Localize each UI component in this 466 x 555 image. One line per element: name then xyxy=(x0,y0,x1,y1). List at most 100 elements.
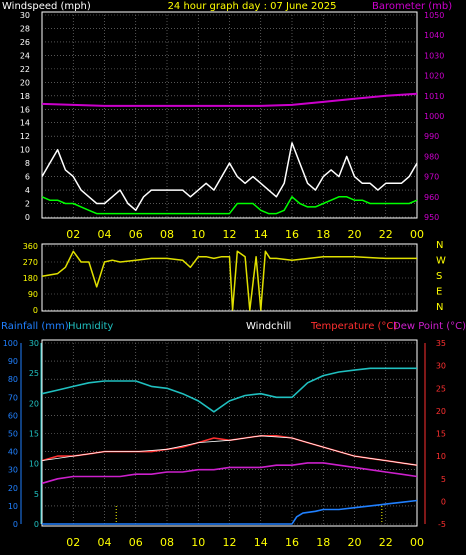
temp-x-tick-20: 20 xyxy=(348,536,362,549)
wind-y-tick-4: 4 xyxy=(25,186,30,195)
wind-y-tick-18: 18 xyxy=(20,92,30,101)
rain-y-tick-0: 0 xyxy=(13,520,18,529)
temp-y-tick-15: 15 xyxy=(436,430,446,439)
baro-y-tick-1020: 1020 xyxy=(424,72,444,81)
wind-y-tick-6: 6 xyxy=(25,173,30,182)
dir-compass-1: W xyxy=(436,256,446,267)
temp-panel-frame xyxy=(41,339,418,527)
temp-y-tick-25: 25 xyxy=(436,384,446,393)
wind-barometer-chart: 0246810121416182022242628309509609709809… xyxy=(20,11,445,241)
baro-y-tick-970: 970 xyxy=(424,173,439,182)
rain-y-tick-10: 10 xyxy=(8,502,18,511)
temp-x-tick-06: 06 xyxy=(129,536,143,549)
rain-y-tick-60: 60 xyxy=(8,411,18,420)
hum-y-tick-15: 15 xyxy=(29,430,39,439)
temp-x-tick-04: 04 xyxy=(98,536,112,549)
wind-y-tick-28: 28 xyxy=(20,24,30,33)
temperature-label: Temperature (°C) xyxy=(310,321,397,332)
rain-y-tick-20: 20 xyxy=(8,484,18,493)
series-barometer-line xyxy=(41,92,418,107)
direction-panel-frame xyxy=(41,243,418,312)
baro-y-tick-1050: 1050 xyxy=(424,11,444,20)
wind-y-tick-20: 20 xyxy=(20,78,30,87)
wind-x-tick-18: 18 xyxy=(316,228,330,241)
wind-y-tick-26: 26 xyxy=(20,38,30,47)
series-gust-line xyxy=(41,142,418,212)
hum-y-tick-30: 30 xyxy=(29,339,39,348)
wind-y-tick-22: 22 xyxy=(20,65,30,74)
temp-x-tick-14: 14 xyxy=(254,536,268,549)
wind-x-tick-22: 22 xyxy=(379,228,393,241)
rain-y-tick-40: 40 xyxy=(8,448,18,457)
baro-y-tick-990: 990 xyxy=(424,132,439,141)
wind-x-tick-10: 10 xyxy=(191,228,205,241)
baro-y-tick-980: 980 xyxy=(424,152,439,161)
wind-x-tick-08: 08 xyxy=(160,228,174,241)
series-avg-line xyxy=(41,196,418,215)
graph-title: 24 hour graph day : 07 June 2025 xyxy=(168,1,337,12)
temp-y-tick-0: 0 xyxy=(441,497,446,506)
rain-y-tick-30: 30 xyxy=(8,466,18,475)
wind-panel-frame xyxy=(41,11,418,219)
hum-y-tick-10: 10 xyxy=(29,460,39,469)
hum-y-tick-0: 0 xyxy=(34,520,39,529)
series-dewpoint-line xyxy=(41,462,418,485)
temp-y-tick-10: 10 xyxy=(436,452,446,461)
rain-y-tick-90: 90 xyxy=(8,357,18,366)
temp-x-tick-10: 10 xyxy=(191,536,205,549)
baro-y-tick-1000: 1000 xyxy=(424,112,444,121)
rain-y-tick-70: 70 xyxy=(8,393,18,402)
temperature-humidity-rain-chart: 0102030405060708090100051015202530-50510… xyxy=(3,339,446,549)
wind-y-tick-14: 14 xyxy=(20,119,30,128)
series-rainfall-line xyxy=(42,499,418,525)
windspeed-label: Windspeed (mph) xyxy=(2,1,91,12)
temp-x-tick-08: 08 xyxy=(160,536,174,549)
temp-x-tick-22: 22 xyxy=(379,536,393,549)
dir-compass-2: S xyxy=(436,271,442,282)
baro-y-tick-1040: 1040 xyxy=(424,31,444,40)
baro-y-tick-950: 950 xyxy=(424,213,439,222)
barometer-label: Barometer (mb) xyxy=(372,1,452,12)
wind-y-tick-0: 0 xyxy=(25,213,30,222)
wind-y-tick-12: 12 xyxy=(20,132,30,141)
hum-y-tick-25: 25 xyxy=(29,369,39,378)
dir-compass-0: N xyxy=(436,240,443,251)
rain-y-tick-100: 100 xyxy=(3,339,18,348)
wind-y-tick-8: 8 xyxy=(25,159,30,168)
wind-y-tick-2: 2 xyxy=(25,200,30,209)
rain-y-tick-80: 80 xyxy=(8,375,18,384)
dir-compass-3: E xyxy=(436,287,442,298)
baro-y-tick-1010: 1010 xyxy=(424,92,444,101)
wind-y-tick-10: 10 xyxy=(20,146,30,155)
rain-y-tick-50: 50 xyxy=(8,430,18,439)
temp-x-tick-00: 00 xyxy=(410,536,424,549)
temp-x-tick-16: 16 xyxy=(285,536,299,549)
baro-y-tick-960: 960 xyxy=(424,193,439,202)
series-windchill-line xyxy=(41,435,418,466)
dir-y-tick-360: 360 xyxy=(23,242,38,251)
wind-x-tick-04: 04 xyxy=(98,228,112,241)
wind-x-tick-14: 14 xyxy=(254,228,268,241)
dir-y-tick-180: 180 xyxy=(23,274,38,283)
hum-y-tick-5: 5 xyxy=(34,490,39,499)
baro-y-tick-1030: 1030 xyxy=(424,51,444,60)
rainfall-label: Rainfall (mm) xyxy=(1,321,69,332)
temp-y-tick-5: 5 xyxy=(441,475,446,484)
windchill-label: Windchill xyxy=(246,321,291,332)
series-humidity-line xyxy=(41,367,417,413)
temp-y-tick-35: 35 xyxy=(436,339,446,348)
temp-x-tick-02: 02 xyxy=(66,536,80,549)
temp-y-tick-30: 30 xyxy=(436,362,446,371)
dir-y-tick-0: 0 xyxy=(33,306,38,315)
wind-y-tick-16: 16 xyxy=(20,105,30,114)
wind-x-tick-02: 02 xyxy=(66,228,80,241)
wind-y-tick-30: 30 xyxy=(20,11,30,20)
temp-y-tick--5: -5 xyxy=(438,520,446,529)
wind-x-tick-20: 20 xyxy=(348,228,362,241)
series-direction-line xyxy=(41,250,417,311)
humidity-label: Humidity xyxy=(68,321,113,332)
temp-x-tick-12: 12 xyxy=(223,536,237,549)
wind-x-tick-06: 06 xyxy=(129,228,143,241)
